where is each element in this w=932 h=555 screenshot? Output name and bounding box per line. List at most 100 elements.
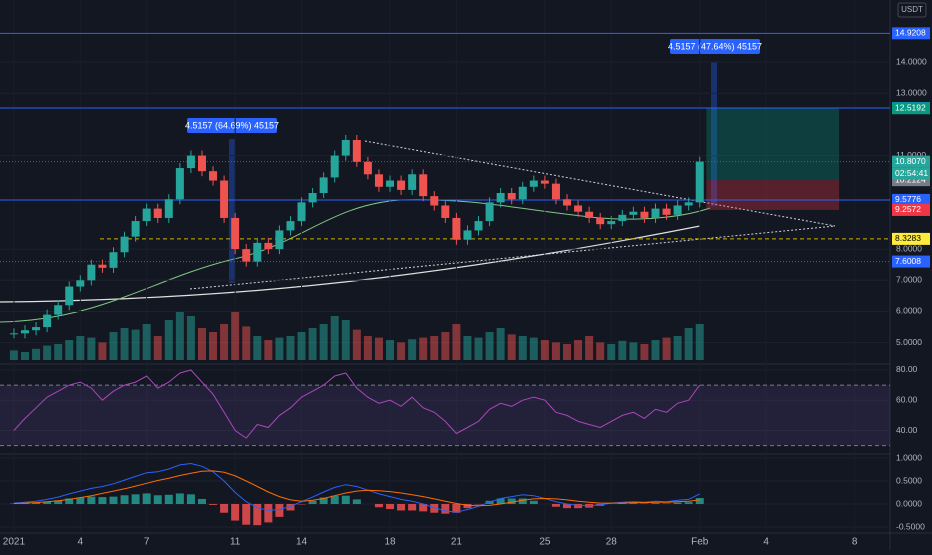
candle-body (441, 205, 449, 217)
candle-body (165, 199, 173, 218)
macd-histogram (98, 497, 106, 504)
price-tag-label: 9.5776 (895, 194, 921, 204)
macd-histogram (441, 504, 449, 514)
y-tick-label: 40.00 (896, 425, 918, 435)
volume-bar (98, 342, 106, 360)
price-tag-label: 8.3283 (895, 233, 921, 243)
candle-body (65, 287, 73, 306)
candle-body (242, 249, 250, 261)
candle-body (176, 168, 184, 199)
y-tick-label: 14.0000 (896, 56, 927, 66)
volume-bar (264, 340, 272, 360)
volume-bar (497, 328, 505, 360)
x-tick-label: 2021 (3, 537, 26, 548)
y-tick-label: 5.0000 (896, 337, 922, 347)
candle-body (497, 193, 505, 202)
candle-body (286, 221, 294, 230)
candle-body (320, 177, 328, 193)
x-tick-label: 8 (852, 537, 858, 548)
volume-bar (574, 340, 582, 360)
macd-histogram (231, 504, 239, 521)
macd-histogram (109, 497, 117, 504)
macd-histogram (220, 504, 228, 513)
macd-histogram (375, 504, 383, 507)
macd-histogram (386, 504, 394, 509)
volume-bar (275, 338, 283, 360)
volume-bar (475, 338, 483, 360)
y-tick-label: 0.0000 (896, 498, 922, 508)
price-tag-label: 7.6008 (895, 256, 921, 266)
volume-bar (198, 328, 206, 360)
candle-body (475, 221, 483, 230)
candle-body (430, 196, 438, 205)
volume-bar (530, 338, 538, 360)
candle-body (618, 215, 626, 221)
candle-body (76, 280, 84, 286)
macd-histogram (275, 504, 283, 517)
currency: USDT (901, 5, 923, 14)
volume-bar (253, 336, 261, 360)
volume-bar (607, 344, 615, 360)
volume-bar (187, 316, 195, 360)
candle-body (674, 205, 682, 214)
volume-bar (685, 328, 693, 360)
candle-body (574, 205, 582, 211)
price-tag: 12.5192 (892, 102, 930, 114)
volume-bar (663, 338, 671, 360)
x-tick-label: 4 (763, 537, 769, 548)
candle-body (541, 181, 549, 184)
candle-body (563, 199, 571, 205)
volume-bar (342, 320, 350, 360)
candle-body (10, 333, 18, 334)
y-tick-label: 80.00 (896, 364, 918, 374)
x-tick-label: 4 (78, 537, 84, 548)
volume-bar (552, 342, 560, 360)
volume-bar (231, 312, 239, 360)
volume-bar (176, 312, 184, 360)
volume-bar (519, 336, 527, 360)
candle-body (397, 181, 405, 190)
volume-bar (563, 344, 571, 360)
volume-bar (209, 332, 217, 360)
volume-bar (353, 330, 361, 360)
candle-body (275, 230, 283, 249)
volume-bar (486, 332, 494, 360)
candle-body (209, 171, 217, 180)
y-tick-label: 60.00 (896, 394, 918, 404)
candle-body (651, 209, 659, 218)
volume-bar (143, 324, 151, 360)
volume-bar (21, 352, 29, 360)
volume-bar (618, 341, 626, 360)
candle-body (198, 156, 206, 172)
candle-body (298, 202, 306, 221)
x-tick-label: 25 (539, 537, 551, 548)
macd-histogram (187, 494, 195, 504)
candle-body (419, 174, 427, 196)
volume-bar (309, 328, 317, 360)
volume-bar (132, 330, 140, 360)
macd-histogram (342, 496, 350, 504)
candle-body (231, 218, 239, 249)
volume-bar (585, 336, 593, 360)
price-tag-label: 10.8070 (895, 156, 926, 166)
macd-histogram (309, 501, 317, 504)
candle-body (342, 140, 350, 156)
stop-zone (706, 180, 839, 210)
candle-body (21, 330, 29, 333)
candle-body (220, 181, 228, 218)
price-tag: 10.8070 (892, 156, 930, 168)
candle-body (552, 184, 560, 200)
volume-bar (220, 324, 228, 360)
candle-body (364, 162, 372, 174)
volume-bar (32, 349, 40, 360)
macd-histogram (165, 495, 173, 504)
candle-body (629, 212, 637, 215)
candle-body (519, 187, 527, 199)
x-tick-label: 11 (230, 537, 241, 548)
macd-histogram (530, 501, 538, 504)
y-tick-label: 6.0000 (896, 306, 922, 316)
volume-bar (419, 338, 427, 360)
candle-body (43, 315, 51, 327)
